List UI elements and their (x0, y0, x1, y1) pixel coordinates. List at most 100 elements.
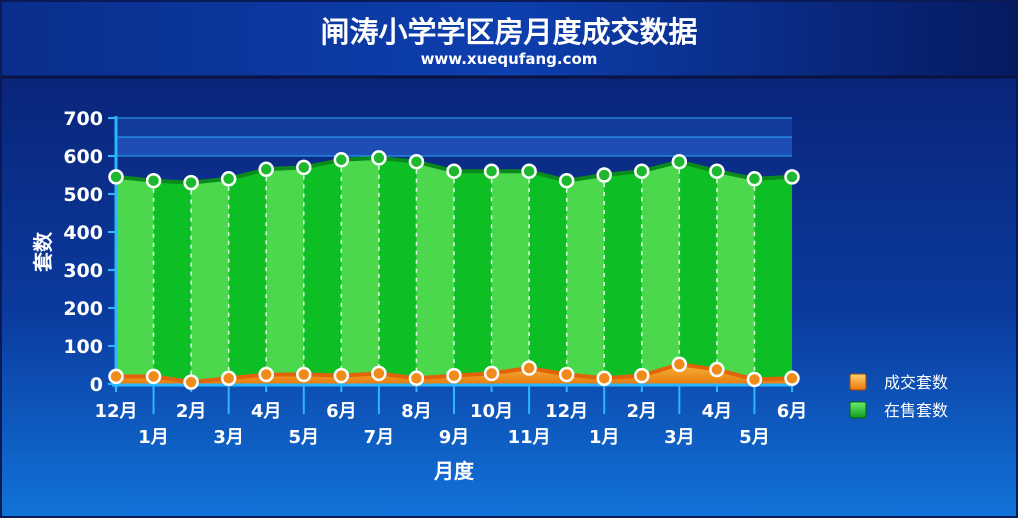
x-tick-label: 12月 (545, 401, 588, 422)
listing-area-band (378, 157, 417, 384)
listing-point (446, 163, 462, 179)
x-tick-label: 8月 (401, 401, 432, 422)
listing-point (371, 150, 387, 166)
x-tick-label: 9月 (439, 427, 470, 448)
listing-point (746, 171, 763, 187)
sales-point (408, 370, 425, 387)
listing-area-band (266, 157, 305, 384)
y-axis-label: 套数 (31, 231, 55, 272)
sales-point (145, 368, 162, 385)
chart-subtitle: www.xuequfang.com (421, 50, 598, 68)
listing-point (145, 172, 162, 189)
listing-area (116, 157, 792, 384)
listing-point (108, 169, 124, 185)
listing-point (220, 171, 237, 187)
listing-area-band (491, 157, 530, 384)
sales-point (258, 366, 274, 383)
legend: 成交套数 在售套数 (849, 373, 948, 420)
sales-point (483, 365, 500, 382)
x-tick-label: 2月 (627, 401, 658, 422)
sales-point (596, 370, 612, 387)
listing-area-band (641, 157, 680, 384)
listing-area-band (529, 157, 568, 384)
sales-point (709, 361, 725, 378)
x-axis-label: 月度 (433, 459, 475, 483)
listing-series-layer (115, 155, 793, 384)
listing-area-band (716, 157, 755, 384)
grid-band-inner (116, 137, 792, 156)
x-tick-label: 1月 (138, 427, 169, 448)
listing-area-band (754, 157, 792, 384)
listing-point (634, 163, 650, 179)
axis-layer: 010020030040050060070012月1月2月3月4月5月6月7月8… (63, 108, 807, 448)
listing-area-band (191, 157, 230, 384)
y-tick-label: 0 (90, 374, 103, 396)
listing-point (596, 167, 612, 183)
sales-point (671, 356, 688, 372)
y-tick-label: 700 (63, 108, 103, 130)
y-tick-label: 100 (63, 336, 103, 358)
listing-point (709, 163, 725, 179)
listing-area-band (116, 157, 155, 384)
listing-point (183, 174, 199, 191)
sales-point (634, 367, 650, 384)
listing-area-band (679, 157, 718, 384)
x-tick-label: 3月 (664, 427, 695, 448)
x-tick-label: 12月 (94, 401, 137, 422)
legend-swatch-sales (849, 373, 867, 391)
marker-layer (108, 150, 800, 390)
listing-point (558, 172, 575, 189)
sales-point (558, 366, 575, 383)
legend-label-sales: 成交套数 (884, 373, 948, 392)
x-tick-label: 4月 (251, 401, 282, 422)
y-tick-label: 300 (63, 260, 103, 282)
listing-area-band (416, 157, 455, 384)
sales-point (296, 366, 312, 383)
listing-point (483, 163, 500, 179)
x-tick-label: 1月 (589, 427, 620, 448)
listing-point (671, 153, 688, 170)
sales-point (446, 367, 462, 384)
x-tick-label: 6月 (326, 401, 357, 422)
chart-header-band (0, 0, 1018, 76)
y-tick-label: 200 (63, 298, 103, 320)
sales-point (108, 368, 124, 385)
sales-point (220, 370, 237, 387)
sales-point (183, 374, 199, 390)
y-tick-label: 400 (63, 222, 103, 244)
listing-area-band (566, 157, 605, 384)
y-tick-label: 500 (63, 184, 103, 206)
legend-label-listing: 在售套数 (884, 401, 948, 420)
listing-point (296, 159, 312, 176)
sales-point (521, 360, 537, 376)
listing-area-band (303, 157, 342, 384)
chart-title: 闸涛小学学区房月度成交数据 (320, 15, 697, 49)
x-tick-label: 3月 (213, 427, 244, 448)
legend-swatch-listing (849, 401, 867, 419)
listing-point (521, 163, 537, 179)
listing-area-band (341, 157, 380, 384)
listing-area-band (153, 157, 192, 384)
x-tick-label: 5月 (739, 427, 770, 448)
x-tick-label: 10月 (470, 401, 513, 422)
x-tick-label: 2月 (176, 401, 207, 422)
y-tick-label: 600 (63, 146, 103, 168)
x-tick-label: 4月 (702, 401, 733, 422)
listing-point (258, 161, 274, 178)
listing-point (408, 153, 425, 170)
sales-point (333, 367, 350, 384)
listing-area-band (454, 157, 493, 384)
listing-area-band (604, 157, 643, 384)
x-tick-label: 7月 (364, 427, 395, 448)
x-tick-label: 5月 (289, 427, 320, 448)
x-tick-label: 6月 (777, 401, 808, 422)
sales-point (784, 370, 800, 387)
listing-area-band (228, 157, 267, 384)
listing-point (784, 169, 800, 185)
sales-point (746, 371, 763, 388)
sales-point (371, 365, 387, 382)
x-tick-label: 11月 (508, 427, 551, 448)
